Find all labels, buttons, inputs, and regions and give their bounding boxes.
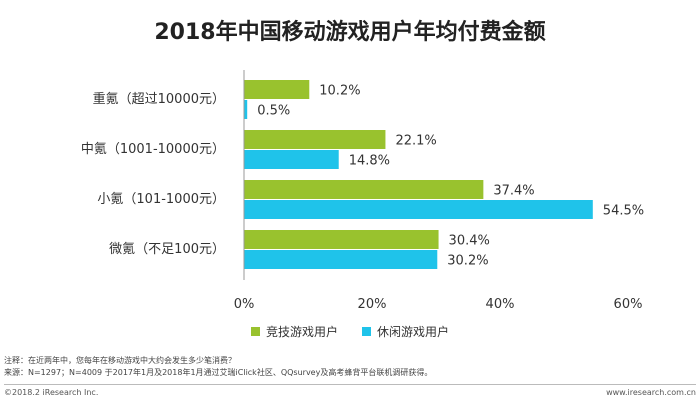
x-tick-label: 40%	[486, 297, 515, 312]
footer: ©2018.2 iResearch Inc. www.iresearch.com…	[0, 384, 700, 400]
legend-item-casual: 休闲游戏用户	[362, 323, 449, 340]
x-tick-label: 20%	[358, 297, 387, 312]
category-label: 微氪（不足100元）	[109, 241, 225, 257]
bar	[244, 100, 248, 119]
footer-divider	[4, 384, 696, 385]
bar-value-label: 30.4%	[449, 234, 490, 249]
bar	[244, 180, 484, 199]
bar	[244, 130, 386, 149]
x-tick-label: 0%	[234, 297, 255, 312]
chart-title: 2018年中国移动游戏用户年均付费金额	[154, 20, 546, 45]
legend-label-competitive: 竞技游戏用户	[265, 325, 338, 339]
chart-notes: 注释：在近两年中，您每年在移动游戏中大约会发生多少笔消费？ 来源：N=1297；…	[4, 355, 432, 379]
legend-swatch-casual	[362, 327, 371, 336]
bar	[244, 150, 339, 169]
note-source: 来源：N=1297；N=4009 于2017年1月及2018年1月通过艾瑞iCl…	[4, 368, 433, 377]
bar-value-label: 0.5%	[257, 104, 290, 119]
bar-value-label: 30.2%	[447, 254, 488, 269]
x-tick-label: 60%	[614, 297, 643, 312]
footer-website: www.iresearch.com.cn	[606, 388, 696, 397]
category-label: 中氪（1001-10000元）	[81, 141, 225, 157]
bar-value-label: 37.4%	[493, 184, 534, 199]
bar	[244, 250, 438, 269]
footer-copyright: ©2018.2 iResearch Inc.	[4, 388, 99, 397]
chart-legend: 竞技游戏用户 休闲游戏用户	[0, 323, 700, 340]
bar	[244, 200, 593, 219]
legend-item-competitive: 竞技游戏用户	[250, 323, 338, 340]
category-label: 小氪（101-1000元）	[97, 191, 225, 207]
bar-value-label: 22.1%	[395, 134, 436, 149]
legend-swatch-competitive	[250, 327, 260, 336]
bar	[244, 80, 310, 99]
bar-value-label: 14.8%	[349, 154, 390, 169]
bar-value-label: 54.5%	[603, 204, 644, 219]
note-question: 注释：在近两年中，您每年在移动游戏中大约会发生多少笔消费？	[4, 356, 236, 365]
bar	[244, 230, 439, 249]
category-label: 重氪（超过10000元）	[93, 91, 225, 107]
legend-label-casual: 休闲游戏用户	[377, 325, 450, 339]
bar-chart: 重氪（超过10000元） 10.2% 0.5% 中氪（1001-10000元） 22.1…	[81, 70, 644, 312]
bar-value-label: 10.2%	[319, 84, 360, 99]
